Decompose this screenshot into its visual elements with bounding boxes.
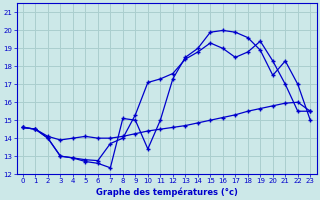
X-axis label: Graphe des températures (°c): Graphe des températures (°c) (96, 187, 237, 197)
